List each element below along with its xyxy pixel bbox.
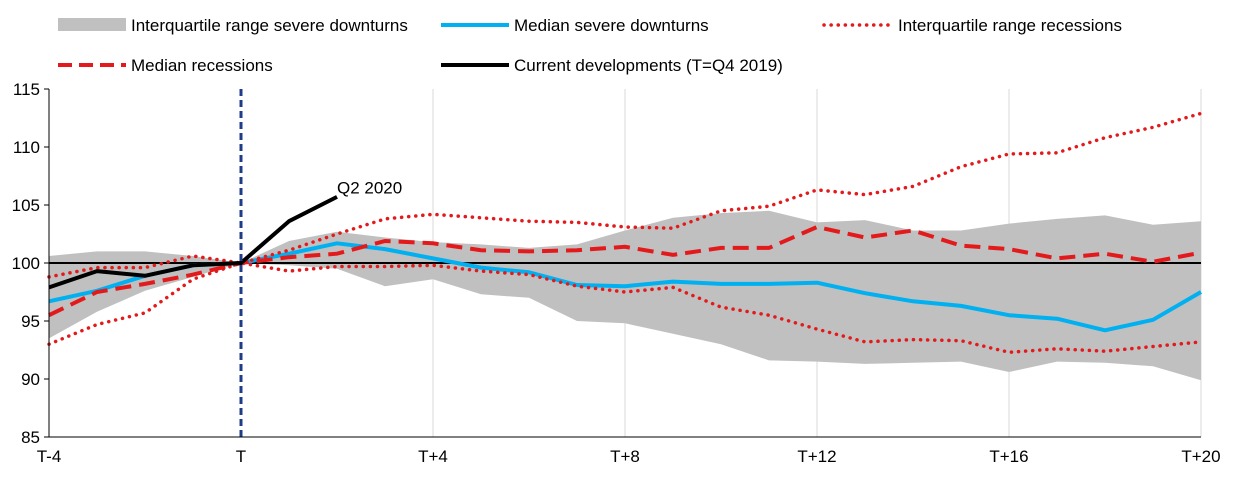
legend-item-median-severe: Median severe downturns [441,16,709,35]
x-tick-label-1: T [236,447,246,466]
legend-item-current: Current developments (T=Q4 2019) [441,56,783,75]
x-tick-label-2: T+4 [418,447,448,466]
y-tick-label-85: 85 [21,428,40,447]
legend-item-median-recessions: Median recessions [58,56,273,75]
legend-label-iqr-recessions: Interquartile range recessions [898,16,1122,35]
series-current [48,195,338,290]
y-tick-label-95: 95 [21,312,40,331]
y-tick-label-110: 110 [13,138,40,157]
legend-label-median-severe: Median severe downturns [514,16,709,35]
x-tick-label-6: T+20 [1181,447,1220,466]
legend-label-current: Current developments (T=Q4 2019) [514,56,783,75]
x-tick-label-3: T+8 [610,447,640,466]
legend-swatch-iqr-severe [58,18,126,31]
series-iqr-recessions-lower [47,261,1203,355]
y-tick-label-100: 100 [12,254,40,273]
y-tick-label-115: 115 [13,80,40,99]
tick-labels: 85 90 95 100 105 110 115 T-4 T T+4 T+8 T+12 T+16 T+20 [12,80,1221,466]
series-lines [47,89,1203,437]
annotation-q2-2020: Q2 2020 [337,179,402,198]
x-tick-label-4: T+12 [797,447,836,466]
legend-label-iqr-severe: Interquartile range severe downturns [131,16,408,35]
axes [44,88,1201,438]
legend-label-median-recessions: Median recessions [131,56,273,75]
plot-area: 85 90 95 100 105 110 115 T-4 T T+4 T+8 T+12 T+16 T+20… [12,80,1221,466]
legend: Interquartile range severe downturns Med… [58,16,1122,75]
legend-item-iqr-recessions: Interquartile range recessions [822,16,1122,35]
y-tick-label-105: 105 [12,196,40,215]
y-tick-label-90: 90 [21,370,40,389]
legend-item-iqr-severe: Interquartile range severe downturns [58,16,408,35]
x-tick-label-0: T-4 [37,447,62,466]
x-tick-label-5: T+16 [989,447,1028,466]
